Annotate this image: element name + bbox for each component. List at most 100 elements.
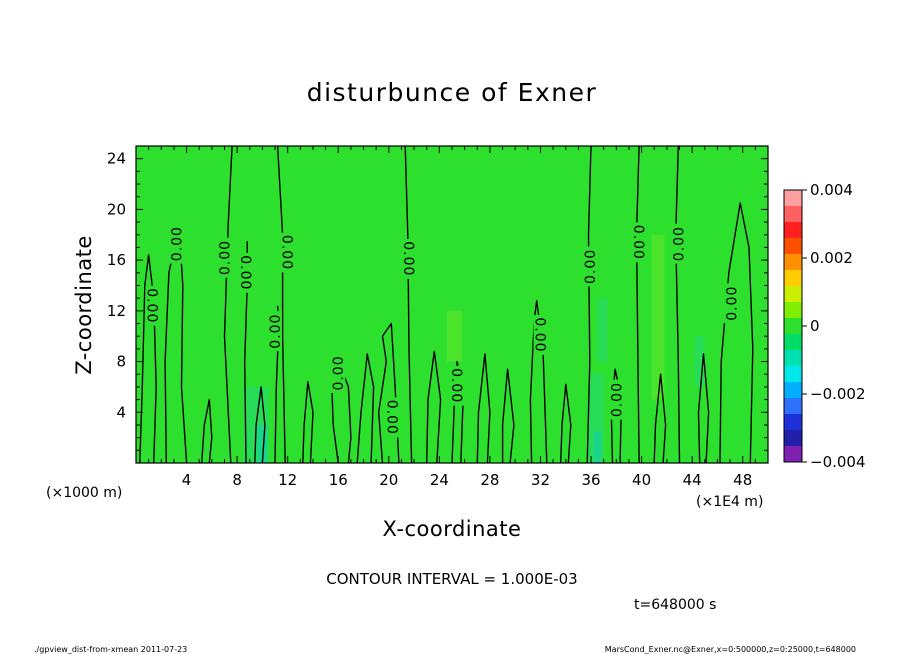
contour-line-19 [356,353,375,464]
contour-line-8 [404,145,413,464]
contour-label-7: 0.00 [384,400,400,435]
contour-line-5 [276,145,286,464]
contour-label-bg-4 [280,232,296,273]
colorbar-ticks: 0.004 0.002 0 −0.002 −0.004 [802,181,866,471]
contour-label-9: 0.00 [448,368,464,403]
contour-label-bg-12 [608,379,624,420]
x-tick-label: 4 [182,471,192,489]
contour-label-bg-8 [402,238,418,279]
contour-interval-note: CONTOUR INTERVAL = 1.000E-03 [326,570,577,588]
x-tick-label: 48 [733,471,752,489]
x-tick-label: 28 [480,471,499,489]
footer-right: MarsCond_Exner.nc@Exner,x=0:500000,z=0:2… [605,645,856,654]
colorbar-tick-label: 0 [810,317,820,335]
x-tick-label: 40 [632,471,651,489]
contour-line-14 [675,145,681,464]
colorbar: 0.004 0.002 0 −0.002 −0.004 [783,181,866,471]
contour-label-bg-13 [632,222,648,263]
x-tick-label: 32 [531,471,550,489]
contour-label-11: 0.00 [583,249,599,284]
contour-label-8: 0.00 [400,241,416,276]
x-unit-right: (×1E4 m) [696,494,763,510]
contour-label-2: 0.00 [217,240,233,275]
colorbar-cell [784,222,802,239]
contour-label-13: 0.00 [630,225,646,260]
colorbar-cell [784,190,802,207]
x-tick-label: 8 [232,471,242,489]
contour-line-25 [697,353,710,464]
contour-line-24 [653,373,667,464]
colorbar-cell [784,430,802,447]
y-tick-label: 8 [116,353,126,371]
contour-label-bg-3 [238,252,254,293]
colorbar-cell [784,286,802,303]
colorbar-cell [784,350,802,367]
x-unit-left: (×1000 m) [46,485,122,501]
colorbar-cell [784,382,802,399]
contour-line-15 [719,202,754,464]
contour-label-bg-5 [267,311,283,352]
field-patch-6 [651,234,665,400]
colorbar-cell [784,446,802,463]
contour-line-12 [610,368,623,464]
colorbar-cell [784,398,802,415]
plot-area: 0.000.00 0.00 0.000.000.000.000.000.000.00… [107,145,769,489]
field-patch-5 [597,298,608,362]
contour-label-5: 0.00 [268,314,284,349]
colorbar-cell [784,334,802,351]
y-tick-label: 12 [107,302,126,320]
y-tick-label: 24 [107,150,126,168]
contour-label-bg-15 [723,283,739,324]
colorbar-tick-label: 0.004 [810,181,853,199]
colorbar-cell [784,318,802,335]
contour-label-1: 0.00 [169,226,185,261]
contour-line-0 [139,254,157,464]
x-tick-label: 24 [430,471,449,489]
x-tick-label: 44 [683,471,702,489]
contour-line-22 [501,368,515,464]
time-label: t=648000 s [634,597,716,613]
colorbar-tick-label: −0.004 [810,453,866,471]
contour-label-bg-7 [385,397,401,438]
y-axis: 4 8 12 16 20 24 [107,150,768,451]
x-tick-label: 12 [278,471,297,489]
contour-label-10: 0.00 [531,317,547,352]
x-tick-label: 20 [379,471,398,489]
colorbar-cell [784,302,802,319]
contour-label-12: 0.00 [609,382,625,417]
field-patch-3 [593,431,602,463]
contour-label-14: 0.00 [671,226,687,261]
contour-line-9 [451,360,465,464]
colorbar-cell [784,270,802,287]
contour-label-6: 0.00 [331,355,347,390]
contour-line-2 [223,145,233,464]
y-tick-label: 20 [107,200,126,218]
field-patch-7 [694,336,705,387]
contour-line-16 [201,398,213,464]
colorbar-tick-label: 0.002 [810,249,853,267]
colorbar-cell [784,238,802,255]
contour-line-18 [302,381,314,464]
x-tick-label: 16 [329,471,348,489]
contour-label-4: 0.00 [279,235,295,270]
colorbar-cell [784,366,802,383]
contour-label-bg-0 [145,285,161,326]
y-tick-label: 16 [107,251,126,269]
colorbar-cells [784,190,802,463]
contour-label-bg-14 [670,223,686,264]
colorbar-cell [784,414,802,431]
contour-line-11 [586,145,592,464]
contour-line-23 [560,383,572,464]
contour-label-0: 0.00 [143,288,159,323]
y-axis-title: Z-coordinate [72,235,96,375]
contour-label-bg-10 [533,314,549,355]
colorbar-tick-label: −0.002 [810,385,866,403]
contour-line-21 [476,353,491,464]
contour-line-10 [529,300,548,464]
y-tick-label: 4 [116,403,126,421]
field-patch-1 [257,424,268,463]
x-axis: 4 8 12 16 20 24 28 32 36 40 44 48 [148,146,756,489]
contour-label-3: 0.00 [237,255,253,290]
contour-line-20 [426,350,442,464]
